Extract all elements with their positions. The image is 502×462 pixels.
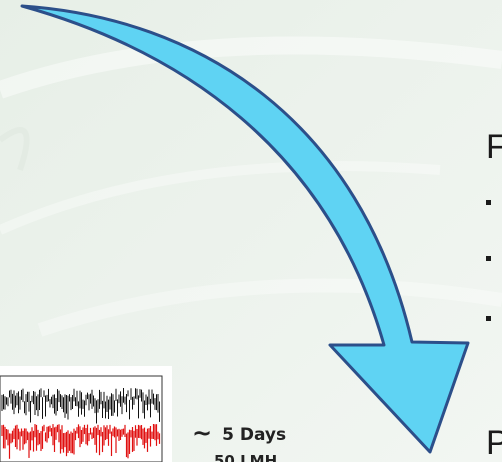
- duration-text: 5 Days: [222, 425, 287, 445]
- flux-plot-svg: [0, 375, 163, 462]
- curved-down-right-arrow-icon: [20, 4, 470, 454]
- approx-tilde: ~: [192, 419, 213, 447]
- bullet-dot-3: [486, 316, 491, 321]
- flux-caption: 50 LMH: [214, 452, 278, 462]
- bullet-dot-1: [486, 200, 491, 205]
- plot-frame: [0, 375, 163, 462]
- black-signal-trace: [1, 388, 160, 424]
- bullet-dot-2: [486, 256, 491, 261]
- duration-caption: ~5 Days: [192, 418, 287, 447]
- heading-bottom-letter: P: [486, 424, 502, 462]
- heading-top-letter: F: [486, 128, 502, 166]
- red-signal-trace: [1, 424, 161, 459]
- flux-plot-thumbnail: [0, 366, 172, 462]
